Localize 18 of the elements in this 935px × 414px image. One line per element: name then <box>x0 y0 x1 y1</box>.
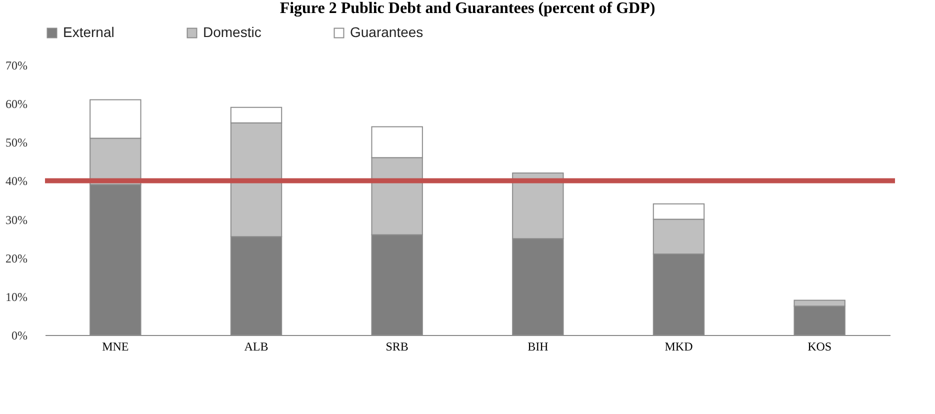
x-tick-label: BIH <box>528 340 549 354</box>
y-tick-label: 20% <box>6 251 28 266</box>
y-tick-label: 0% <box>12 328 28 342</box>
x-tick-label: KOS <box>808 340 832 354</box>
y-tick-label: 10% <box>6 290 28 304</box>
y-tick-label: 70% <box>6 58 28 72</box>
legend-label: External <box>63 24 114 40</box>
chart-title: Figure 2 Public Debt and Guarantees (percent of GDP) <box>280 0 656 17</box>
legend-label: Domestic <box>203 24 262 40</box>
x-tick-label: SRB <box>386 340 408 354</box>
y-tick-label: 50% <box>6 136 28 150</box>
x-tick-label: MKD <box>664 340 694 354</box>
y-tick-label: 30% <box>6 212 28 227</box>
x-tick-label: ALB <box>244 340 268 354</box>
x-tick-label: MNE <box>102 340 129 354</box>
y-tick-label: 40% <box>6 174 28 188</box>
legend-label: Guarantees <box>350 24 424 40</box>
y-tick-label: 60% <box>6 97 28 112</box>
